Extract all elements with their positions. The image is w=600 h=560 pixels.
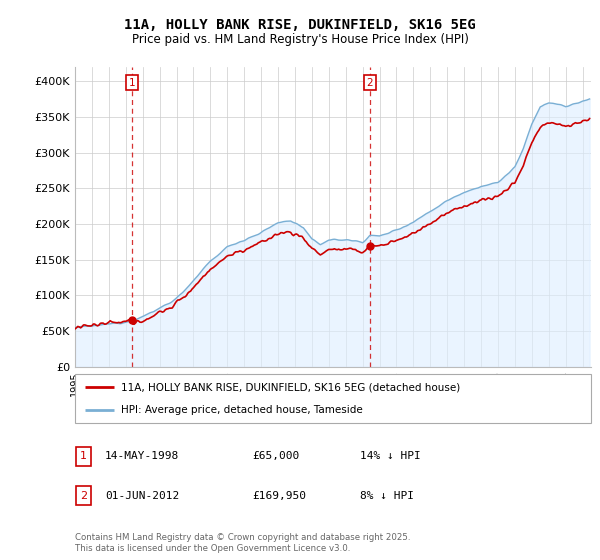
Text: 14% ↓ HPI: 14% ↓ HPI (360, 451, 421, 461)
Text: 1: 1 (80, 451, 87, 461)
FancyBboxPatch shape (76, 447, 91, 466)
FancyBboxPatch shape (75, 374, 591, 423)
Text: 11A, HOLLY BANK RISE, DUKINFIELD, SK16 5EG: 11A, HOLLY BANK RISE, DUKINFIELD, SK16 5… (124, 18, 476, 32)
Text: £65,000: £65,000 (252, 451, 299, 461)
Text: 1: 1 (129, 78, 136, 88)
FancyBboxPatch shape (76, 486, 91, 505)
Text: 14-MAY-1998: 14-MAY-1998 (105, 451, 179, 461)
Text: Price paid vs. HM Land Registry's House Price Index (HPI): Price paid vs. HM Land Registry's House … (131, 32, 469, 46)
Text: 2: 2 (80, 491, 87, 501)
Text: Contains HM Land Registry data © Crown copyright and database right 2025.
This d: Contains HM Land Registry data © Crown c… (75, 533, 410, 553)
Text: £169,950: £169,950 (252, 491, 306, 501)
Text: HPI: Average price, detached house, Tameside: HPI: Average price, detached house, Tame… (121, 405, 363, 416)
Text: 01-JUN-2012: 01-JUN-2012 (105, 491, 179, 501)
Text: 11A, HOLLY BANK RISE, DUKINFIELD, SK16 5EG (detached house): 11A, HOLLY BANK RISE, DUKINFIELD, SK16 5… (121, 382, 461, 393)
Text: 8% ↓ HPI: 8% ↓ HPI (360, 491, 414, 501)
Text: 2: 2 (367, 78, 373, 88)
